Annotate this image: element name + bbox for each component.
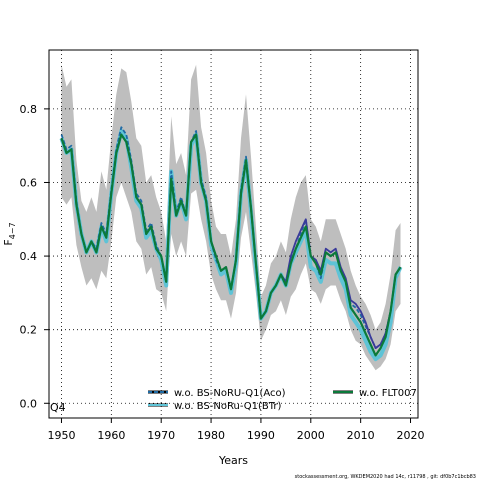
series-line — [60, 133, 402, 357]
y-tick-label: 0.6 — [20, 176, 38, 189]
y-axis-title-subscript: 4−7 — [8, 222, 17, 239]
x-tick-label: 1960 — [97, 429, 125, 442]
footer-credit: stockassessment.org, WKDEM2020 had 14c, … — [295, 474, 476, 480]
grid-layer — [49, 50, 418, 418]
panel-label: Q4 — [50, 401, 66, 414]
y-tick-label: 0.0 — [20, 397, 38, 410]
series-layer — [59, 126, 403, 362]
y-tick-label: 0.4 — [20, 250, 38, 263]
y-axis-title: F4−7 — [2, 222, 17, 245]
legend-item: w.o. FLT007 — [333, 388, 417, 399]
y-tick-label: 0.2 — [20, 324, 38, 337]
legend-label: w.o. BS-NoRu-Q1(BTr) — [174, 401, 282, 412]
x-tick-label: 1980 — [197, 429, 225, 442]
x-tick-label: 1990 — [247, 429, 275, 442]
legend-item: w.o. BS-NoRU-Q1(Aco) — [148, 388, 286, 399]
x-tick-label: 2000 — [297, 429, 325, 442]
legend-label: w.o. FLT007 — [359, 388, 417, 399]
legend-label: w.o. BS-NoRU-Q1(Aco) — [174, 388, 286, 399]
x-tick-label: 2010 — [347, 429, 375, 442]
legend-item: w.o. BS-NoRu-Q1(BTr) — [148, 401, 282, 412]
x-axis-title: Years — [218, 454, 248, 467]
x-axis: 1950 1960 1970 1980 1990 2000 2010 2020 — [47, 418, 425, 442]
x-tick-label: 2020 — [397, 429, 425, 442]
y-tick-label: 0.8 — [20, 103, 38, 116]
legend: w.o. BS-NoRU-Q1(Aco) w.o. BS-NoRu-Q1(BTr)… — [148, 388, 417, 412]
plot-frame — [48, 49, 419, 419]
x-tick-label: 1950 — [47, 429, 75, 442]
x-tick-label: 1970 — [147, 429, 175, 442]
y-axis: 0.0 0.2 0.4 0.6 0.8 — [20, 103, 49, 410]
y-axis-title-main: F — [2, 239, 15, 245]
